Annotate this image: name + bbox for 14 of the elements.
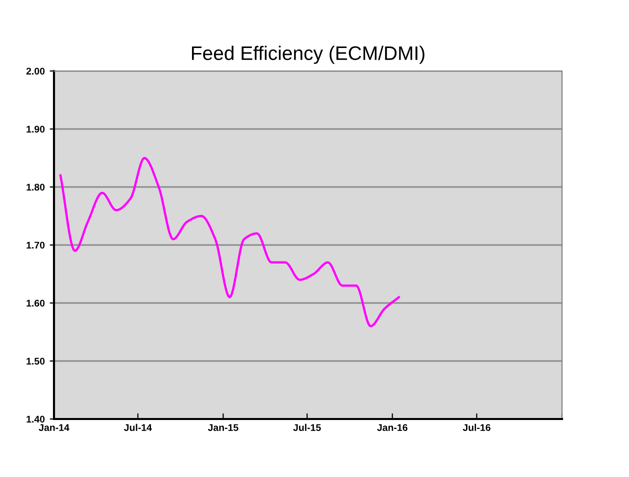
y-tick-label: 1.80 [26,184,45,191]
x-tick-label: Jul-15 [293,424,321,431]
chart-title: Feed Efficiency (ECM/DMI) [192,46,424,64]
y-tick-label: 2.00 [26,68,45,75]
x-tick-label: Jul-16 [462,424,490,431]
y-tick-label: 1.70 [26,242,45,249]
y-tick-label: 1.40 [26,416,45,423]
x-tick-label: Jan-14 [38,424,70,431]
y-tick-label: 1.50 [26,358,45,365]
x-tick-label: Jul-14 [124,424,152,431]
y-tick-label: 1.90 [26,126,45,133]
y-tick-label: 1.60 [26,300,45,307]
x-tick-label: Jan-16 [377,424,408,431]
x-tick-label: Jan-15 [208,424,238,431]
